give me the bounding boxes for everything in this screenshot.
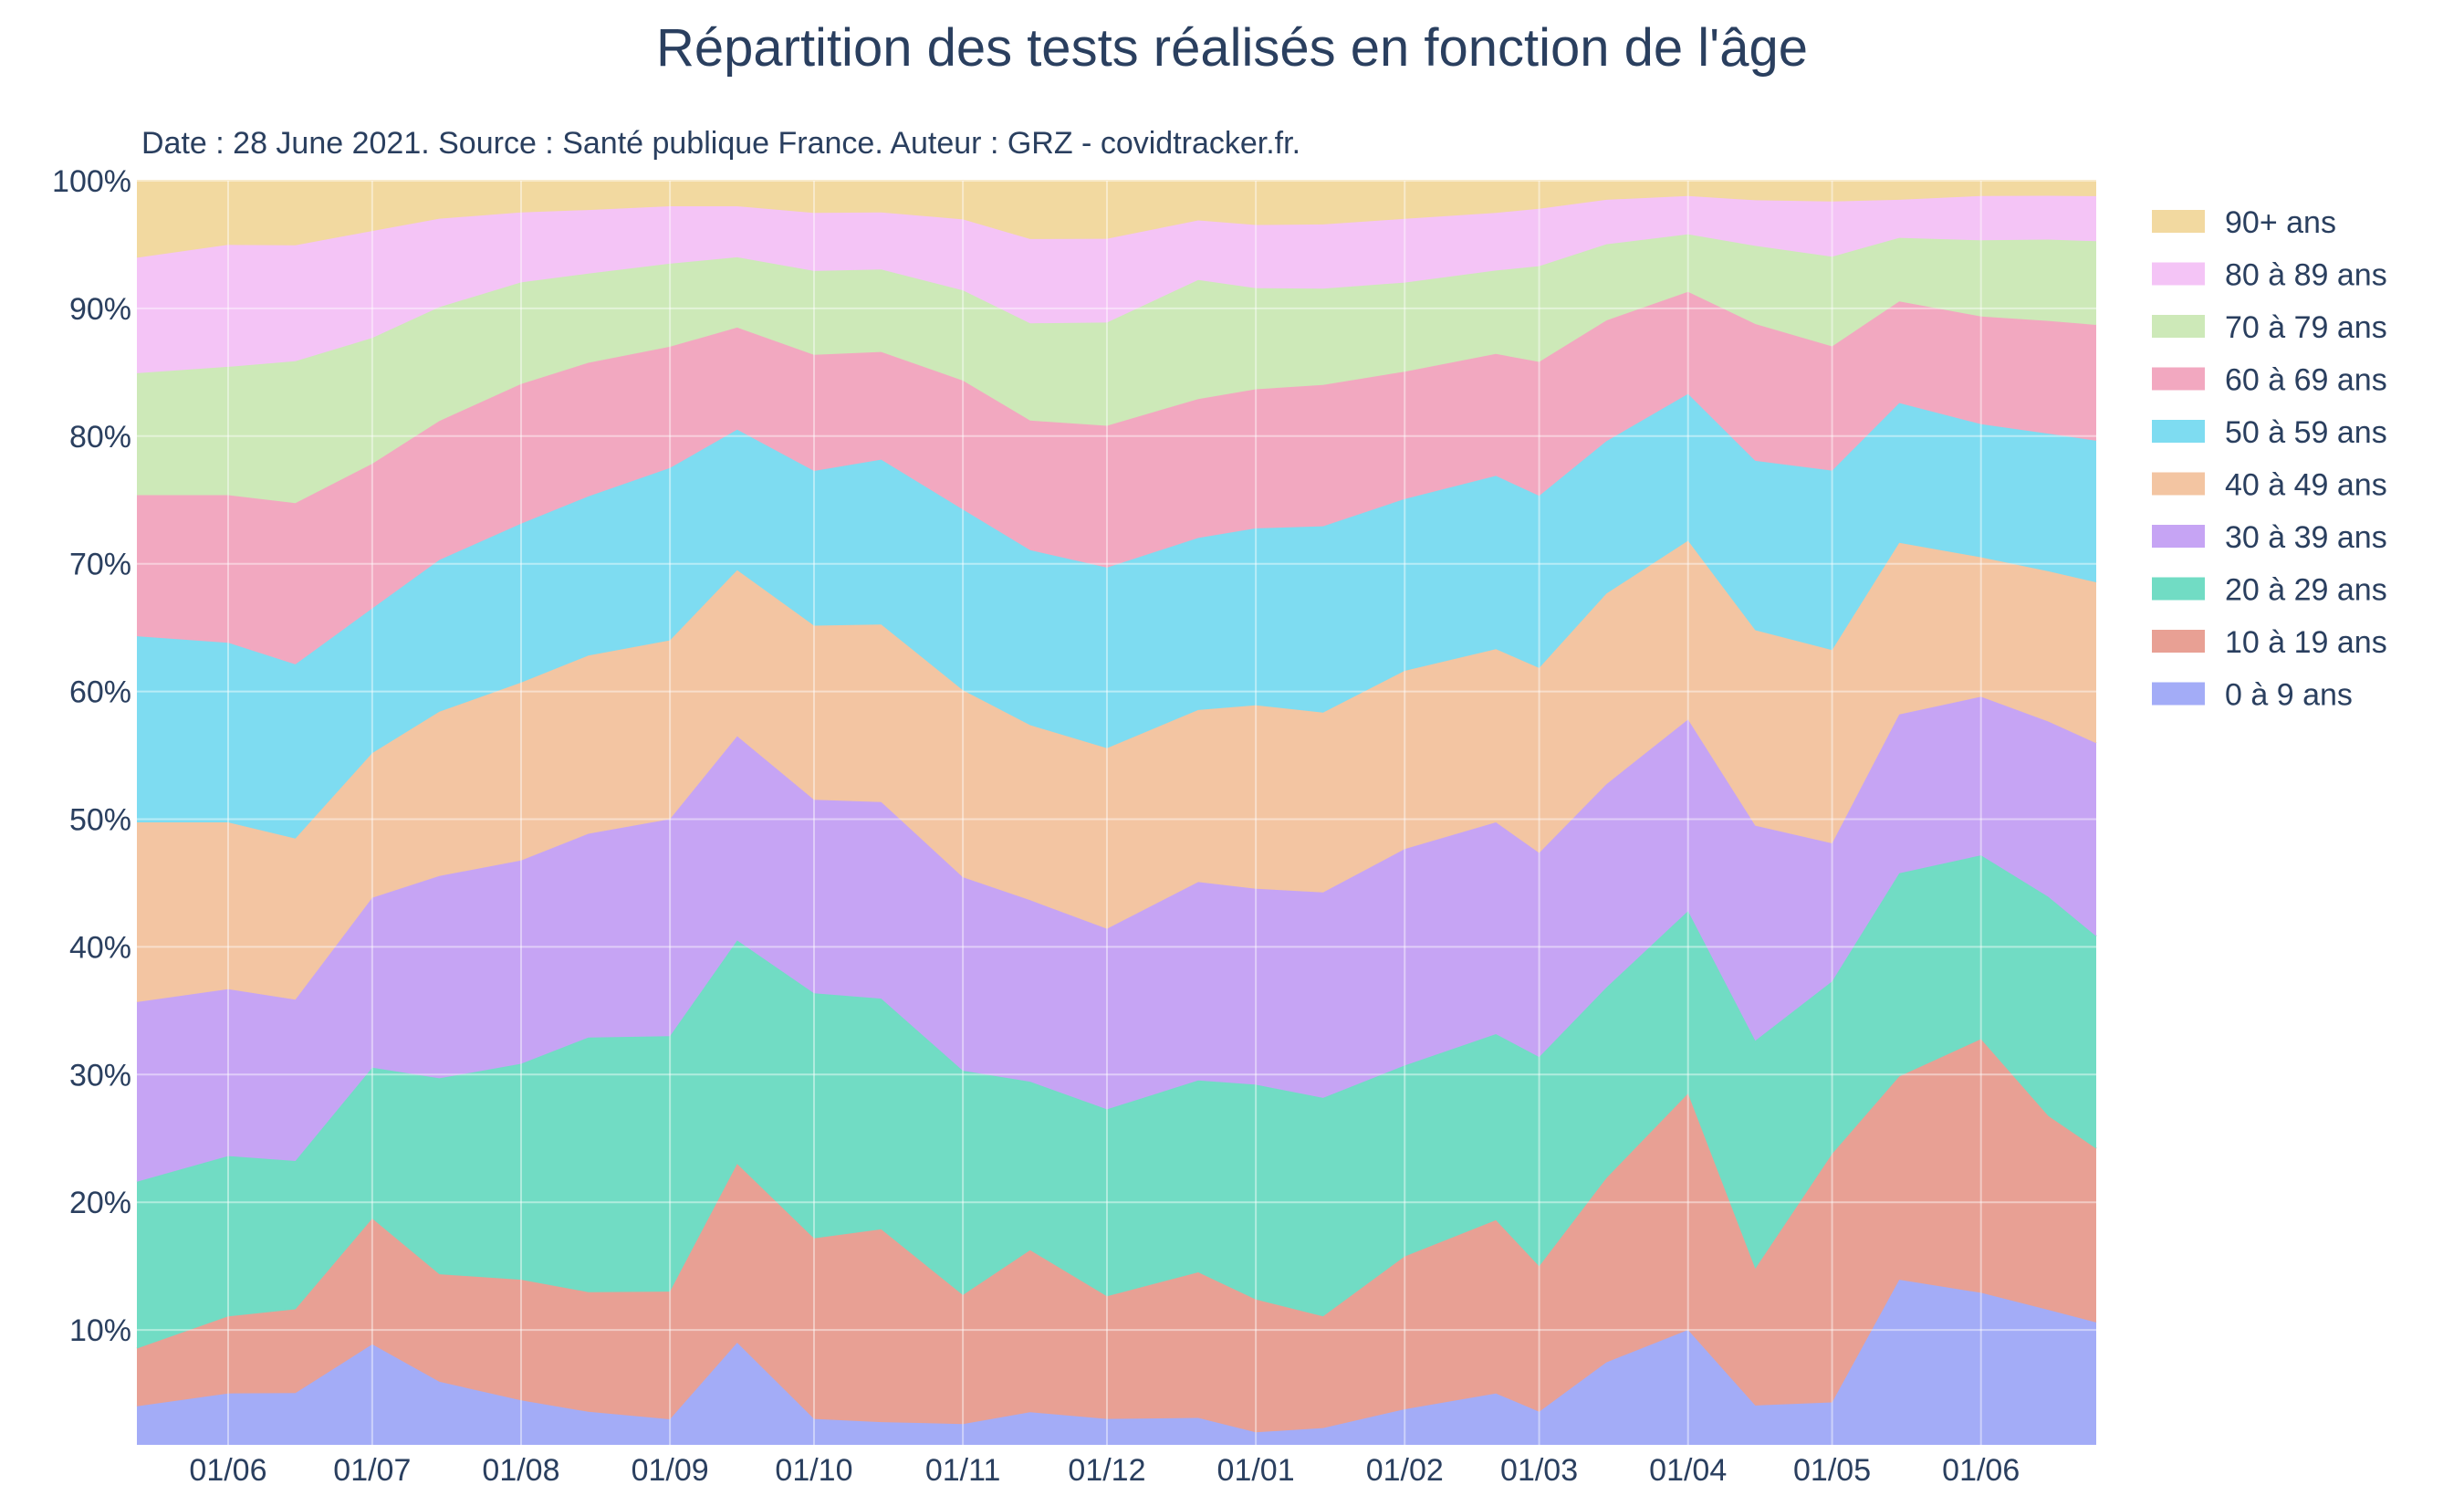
legend-item-90plus-ans[interactable]: 90+ ans — [2152, 205, 2336, 240]
x-tick-label: 01/10 — [775, 1453, 852, 1488]
legend-item-40-a-49-ans[interactable]: 40 à 49 ans — [2152, 468, 2387, 503]
chart-subtitle: Date : 28 June 2021. Source : Santé publ… — [141, 126, 1300, 161]
legend-label: 60 à 69 ans — [2225, 363, 2387, 398]
legend-swatch — [2152, 368, 2205, 391]
legend-label: 40 à 49 ans — [2225, 468, 2387, 503]
area-90plus-ans — [137, 181, 2096, 258]
y-tick-label: 90% — [69, 292, 131, 327]
x-axis: 01/06 01/07 01/08 01/09 01/10 01/11 01/12 01/01… — [189, 1453, 2020, 1488]
x-tick-label: 01/02 — [1366, 1453, 1444, 1488]
legend-item-0-a-9-ans[interactable]: 0 à 9 ans — [2152, 678, 2353, 713]
legend-item-10-a-19-ans[interactable]: 10 à 19 ans — [2152, 625, 2387, 660]
area-60-a-69-ans — [137, 291, 2096, 664]
legend-item-80-a-89-ans[interactable]: 80 à 89 ans — [2152, 258, 2387, 293]
area-70-a-79-ans — [137, 234, 2096, 504]
y-tick-label: 70% — [69, 548, 131, 582]
area-0-a-9-ans — [137, 1280, 2096, 1445]
chart-title: Répartition des tests réalisés en foncti… — [656, 18, 1808, 78]
legend-label: 20 à 29 ans — [2225, 573, 2387, 608]
areas-layer — [136, 180, 2097, 1445]
x-tick-label: 01/11 — [925, 1453, 1001, 1488]
x-tick-label: 01/12 — [1068, 1453, 1145, 1488]
y-tick-label: 30% — [69, 1058, 131, 1093]
area-20-a-29-ans — [137, 855, 2096, 1349]
area-80-a-89-ans — [137, 195, 2096, 373]
x-tick-label: 01/06 — [1942, 1453, 2020, 1488]
area-10-a-19-ans — [137, 1039, 2096, 1433]
x-tick-label: 01/06 — [189, 1453, 266, 1488]
legend-item-30-a-39-ans[interactable]: 30 à 39 ans — [2152, 520, 2387, 555]
legend-swatch — [2152, 316, 2205, 338]
legend[interactable]: 90+ ans 80 à 89 ans 70 à 79 ans 60 à 69 ans… — [2152, 205, 2387, 713]
area-30-a-39-ans — [137, 696, 2096, 1182]
x-tick-label: 01/05 — [1793, 1453, 1871, 1488]
x-tick-label: 01/03 — [1500, 1453, 1578, 1488]
y-tick-label: 50% — [69, 802, 131, 837]
legend-item-20-a-29-ans[interactable]: 20 à 29 ans — [2152, 573, 2387, 608]
legend-item-60-a-69-ans[interactable]: 60 à 69 ans — [2152, 363, 2387, 398]
legend-item-50-a-59-ans[interactable]: 50 à 59 ans — [2152, 415, 2387, 450]
y-axis: 10% 20% 30% 40% 50% 60% 70% 80% 90% 100% — [52, 164, 131, 1348]
legend-swatch — [2152, 211, 2205, 233]
y-tick-label: 40% — [69, 930, 131, 965]
x-tick-label: 01/07 — [333, 1453, 411, 1488]
legend-item-70-a-79-ans[interactable]: 70 à 79 ans — [2152, 310, 2387, 345]
legend-label: 10 à 19 ans — [2225, 625, 2387, 660]
legend-label: 90+ ans — [2225, 205, 2336, 240]
legend-swatch — [2152, 421, 2205, 443]
grid-layer — [137, 180, 2096, 1445]
legend-label: 70 à 79 ans — [2225, 310, 2387, 345]
legend-swatch — [2152, 263, 2205, 286]
x-tick-label: 01/08 — [482, 1453, 559, 1488]
y-tick-label: 80% — [69, 420, 131, 455]
legend-swatch — [2152, 578, 2205, 601]
legend-label: 80 à 89 ans — [2225, 258, 2387, 293]
y-tick-label: 20% — [69, 1186, 131, 1220]
area-40-a-49-ans — [137, 540, 2096, 1002]
x-tick-label: 01/01 — [1217, 1453, 1295, 1488]
area-50-a-59-ans — [137, 393, 2096, 839]
legend-label: 50 à 59 ans — [2225, 415, 2387, 450]
y-tick-label: 100% — [52, 164, 131, 199]
legend-swatch — [2152, 526, 2205, 548]
y-tick-label: 10% — [69, 1313, 131, 1348]
x-tick-label: 01/04 — [1649, 1453, 1727, 1488]
legend-label: 30 à 39 ans — [2225, 520, 2387, 555]
x-tick-label: 01/09 — [632, 1453, 709, 1488]
legend-swatch — [2152, 473, 2205, 496]
legend-label: 0 à 9 ans — [2225, 678, 2353, 713]
legend-swatch — [2152, 631, 2205, 653]
y-tick-label: 60% — [69, 675, 131, 710]
legend-swatch — [2152, 683, 2205, 706]
